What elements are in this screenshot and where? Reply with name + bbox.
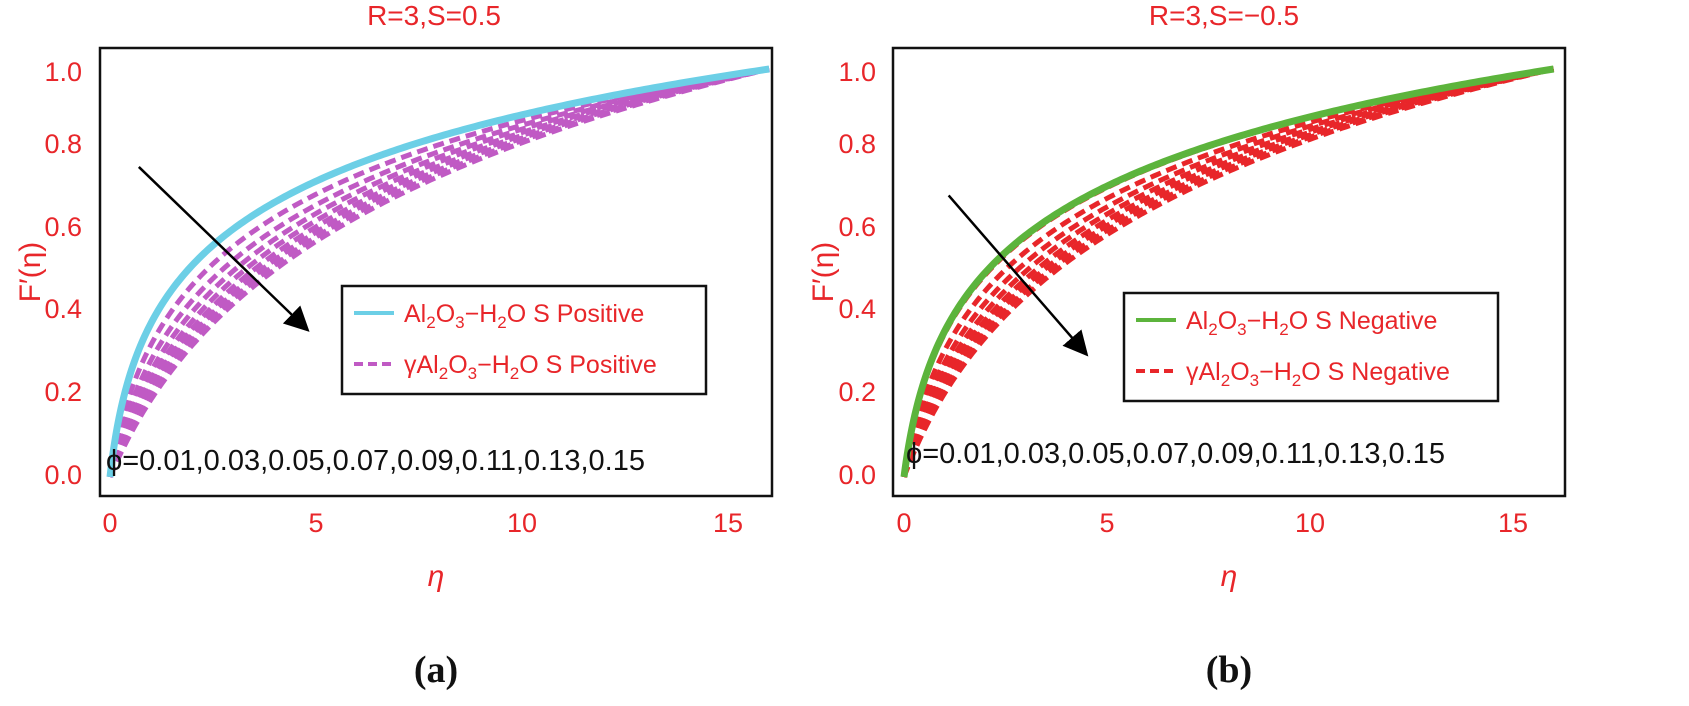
panel-b-x-axis-title: η [1221, 560, 1238, 593]
panel-a-dashed-series-line-phi-1 [107, 66, 770, 478]
panel-a-ytick-label: 0.2 [44, 377, 82, 407]
panel-b-legend-label-dashed: γAl2O3−H2O S Negative [1186, 358, 1450, 390]
panel-a-xtick-label: 5 [308, 508, 323, 538]
legend-chunk: O S Positive [507, 300, 645, 328]
panel-a-legend-label-solid: Al2O3−H2O S Positive [404, 300, 644, 332]
panel-a-y-axis-title: F′(η) [14, 242, 47, 303]
panel-a-legend-box [340, 284, 708, 396]
panel-a-trend-arrow [137, 166, 310, 332]
panel-b-xtick-label: 10 [1295, 508, 1325, 538]
panel-b-xtick-label: 5 [1099, 508, 1114, 538]
panel-a-plot-area [106, 65, 770, 478]
legend-subscript: 2 [1292, 371, 1301, 390]
legend-subscript: 3 [455, 313, 464, 332]
panel-b-legend-label-solid: Al2O3−H2O S Negative [1186, 307, 1437, 339]
panel-b-x-ticks: 0 5 10 15 [896, 508, 1528, 538]
panel-a-solid-series-line [106, 65, 770, 478]
panel-b-xtick-label: 0 [896, 508, 911, 538]
legend-subscript: 2 [1208, 320, 1217, 339]
panel-b-ytick-label: 0.6 [838, 212, 876, 242]
panel-a-xtick-label: 10 [507, 508, 537, 538]
panel-b-caption: (b) [1206, 649, 1252, 691]
legend-chunk: −H [1247, 307, 1280, 335]
panel-b-xtick-label: 15 [1498, 508, 1528, 538]
legend-subscript: 2 [1279, 320, 1288, 339]
panel-a-legend: Al2O3−H2O S Positive γAl2O3−H2O S Positi… [340, 284, 708, 396]
chart-panel-b: R=3,S=−0.5 0.0 0.2 0.4 0.6 0.8 1.0 0 5 1… [807, 0, 1567, 691]
panel-a-dashed-series-line-phi-6 [107, 66, 770, 478]
panel-b-legend-box [1122, 291, 1500, 403]
panel-a-dashed-series-line-phi-7 [107, 66, 770, 478]
panel-b-ytick-label: 0.0 [838, 460, 876, 490]
legend-chunk: O [1218, 307, 1237, 335]
panel-b-y-ticks: 0.0 0.2 0.4 0.6 0.8 1.0 [838, 57, 876, 490]
panel-a-ytick-label: 0.6 [44, 212, 82, 242]
legend-chunk: Al [1186, 307, 1208, 335]
legend-chunk: −H [465, 300, 498, 328]
panel-b-dashed-series-line-phi-4 [901, 66, 1555, 478]
panel-b-ytick-label: 1.0 [838, 57, 876, 87]
legend-chunk: O S Negative [1301, 358, 1450, 386]
panel-a-dashed-series-line-phi-5 [107, 66, 770, 478]
legend-chunk: γAl [1186, 358, 1221, 386]
panel-b-solid-series-line [900, 65, 1555, 478]
panel-a-xtick-label: 0 [102, 508, 117, 538]
panel-a-y-ticks: 0.0 0.2 0.4 0.6 0.8 1.0 [44, 57, 82, 490]
legend-chunk: −H [477, 351, 510, 379]
panel-b-ytick-label: 0.8 [838, 129, 876, 159]
legend-subscript: 2 [1221, 371, 1230, 390]
panel-a-phi-annotation: ϕ=0.01,0.03,0.05,0.07,0.09,0.11,0.13,0.1… [106, 445, 645, 477]
legend-subscript: 2 [497, 313, 506, 332]
legend-chunk: γAl [404, 351, 439, 379]
panel-a-dashed-series-line-phi-2 [107, 66, 770, 478]
panel-b-dashed-series-line-phi-3 [901, 66, 1555, 478]
legend-subscript: 3 [1237, 320, 1246, 339]
panel-b-ytick-label: 0.2 [838, 377, 876, 407]
legend-chunk: O S Positive [519, 351, 657, 379]
panel-a-ytick-label: 0.4 [44, 294, 82, 324]
legend-subscript: 2 [426, 313, 435, 332]
panel-a-x-ticks: 0 5 10 15 [102, 508, 743, 538]
legend-chunk: −H [1259, 358, 1292, 386]
panel-b-trend-arrow [947, 194, 1089, 357]
panel-a-dashed-series-line-phi-4 [107, 66, 770, 478]
panel-a-ytick-label: 0.8 [44, 129, 82, 159]
panel-b-frame [891, 46, 1567, 498]
panel-b-dashed-series-line-phi-1 [901, 66, 1555, 478]
panel-a-legend-label-dashed: γAl2O3−H2O S Positive [404, 351, 657, 383]
legend-chunk: O S Negative [1289, 307, 1438, 335]
legend-subscript: 3 [1250, 371, 1259, 390]
panel-a-ytick-label: 0.0 [44, 460, 82, 490]
legend-subscript: 2 [510, 364, 519, 383]
panel-b-title: R=3,S=−0.5 [1149, 0, 1299, 31]
panel-a-title: R=3,S=0.5 [367, 0, 501, 31]
panel-b-dashed-series-line-phi-7 [901, 66, 1555, 478]
panel-b-phi-annotation: ϕ=0.01,0.03,0.05,0.07,0.09,0.11,0.13,0.1… [906, 438, 1445, 470]
panel-b-dashed-series-line-phi-2 [901, 66, 1555, 478]
legend-subscript: 3 [468, 364, 477, 383]
legend-subscript: 2 [439, 364, 448, 383]
panel-a-caption: (a) [414, 649, 458, 691]
legend-chunk: O [1230, 358, 1249, 386]
panel-b-legend: Al2O3−H2O S Negative γAl2O3−H2O S Negati… [1122, 291, 1500, 403]
legend-chunk: O [448, 351, 467, 379]
panel-a-dashed-series-line-phi-3 [107, 66, 770, 478]
panel-a-ytick-label: 1.0 [44, 57, 82, 87]
panel-b-ytick-label: 0.4 [838, 294, 876, 324]
legend-chunk: Al [404, 300, 426, 328]
panel-a-xtick-label: 15 [713, 508, 743, 538]
panel-a-x-axis-title: η [428, 560, 445, 593]
chart-panel-a: R=3,S=0.5 0.0 0.2 0.4 0.6 0.8 1.0 0 5 10… [14, 0, 774, 691]
panel-b-plot-area [900, 65, 1555, 478]
panel-b-y-axis-title: F′(η) [807, 242, 840, 303]
panel-a-frame [98, 46, 774, 498]
panel-a-dashed-series-line-phi-0 [107, 66, 770, 478]
legend-chunk: O [436, 300, 455, 328]
